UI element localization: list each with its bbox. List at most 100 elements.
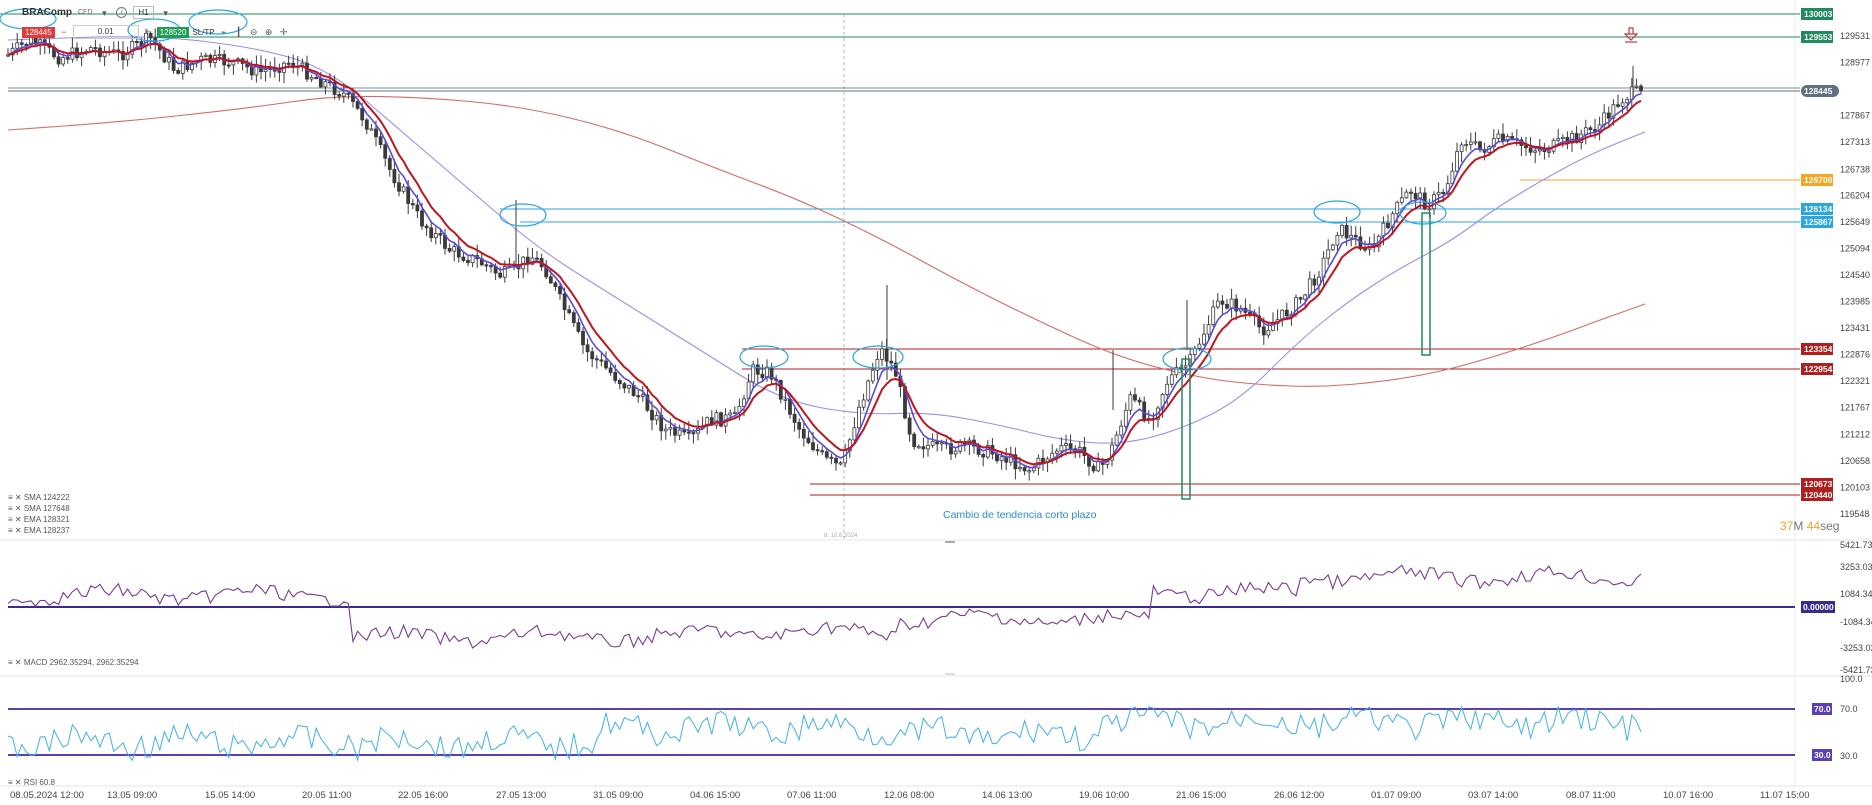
candle-body [1611,104,1616,119]
price-level-badge-label: 120673 [1804,479,1833,489]
candle-body [1510,136,1515,140]
candle-body [438,233,443,236]
candle-body [226,64,231,67]
candle-body [1363,248,1367,251]
candle-body [1634,85,1639,88]
candle-body [815,449,820,452]
legend-macd[interactable]: ≡ ✕ MACD 2962.35294, 2962.35294 [8,658,139,667]
candle-body [263,69,268,73]
candle-body [645,394,650,411]
candle-body [1031,467,1036,472]
candle-body [995,453,999,462]
macd-tick-label: -1084.34 [1840,617,1872,627]
price-level-badge [1801,489,1833,501]
candle-timer: 37M 44seg [1780,519,1839,533]
price-tick-label: 120658 [1840,456,1870,466]
candle-body [397,182,401,192]
candle-body [1312,278,1317,286]
rsi-upper-badge [1812,703,1832,715]
candle-body [599,359,604,362]
green-rectangles [1181,212,1431,500]
macd-line [7,564,1642,649]
chevron-down-icon[interactable]: ▾ [163,7,168,18]
crosshair-icon[interactable]: ✛ [279,27,288,37]
candle-body [857,406,861,429]
time-tick-label: 21.06 15:00 [1176,790,1226,801]
candle-body [829,456,834,459]
timeframe-select[interactable]: H1 [133,6,154,19]
candle-body [56,56,61,65]
candle-body [953,450,958,455]
candle-body [489,265,493,268]
trend-annotation-text: Cambio de tendencia corto plazo [943,509,1097,521]
candle-body [912,433,917,448]
time-tick-label: 27.05 13:00 [496,790,546,801]
legend-ema-1[interactable]: ≡ ✕ EMA 128321 [8,515,70,524]
candle-body [668,427,673,430]
candle-body [190,62,194,71]
legend-sma-1[interactable]: ≡ ✕ SMA 124222 [8,493,70,502]
candle-body [1606,112,1611,119]
candle-body [1616,104,1620,107]
candle-body [792,413,797,423]
rsi-upper-badge-label: 70.0 [1814,704,1831,714]
candle-body [1413,192,1418,200]
buy-button[interactable]: 128520 [156,26,190,38]
candle-body [1468,141,1473,145]
candle-body [387,157,392,170]
candle-body [337,94,342,97]
price-level-badge-label: 125867 [1804,217,1833,227]
symbol-name[interactable]: BRAComp [22,7,72,18]
chevron-down-icon[interactable]: ▾ [102,7,107,18]
zoom-in-icon[interactable]: ⊕ [264,27,273,37]
time-tick-label: 14.06 13:00 [982,790,1032,801]
candle-body [1266,329,1271,336]
candle-body [148,32,153,39]
candle-body [548,276,553,284]
candle-body [852,427,857,441]
legend-ema-2[interactable]: ≡ ✕ EMA 128237 [8,526,70,535]
candles-icon[interactable]: ┃ [235,27,242,37]
candle-body [585,344,590,353]
candle-body [309,77,314,80]
lot-decrease-button[interactable]: − [61,27,67,37]
candles [6,28,1643,481]
candle-body [332,81,337,95]
time-tick-label: 12.06 08:00 [884,790,934,801]
candle-body [1137,399,1142,403]
price-level-badge-label: 129553 [1804,32,1833,42]
line-chart-icon[interactable]: ⌁ [220,27,227,37]
zoom-out-icon[interactable]: ⊖ [249,27,258,37]
candle-body [935,441,940,445]
sell-button[interactable]: 128445 [22,26,55,38]
candle-body [880,348,884,360]
lot-increase-button[interactable]: + [145,27,151,37]
candle-body [452,246,457,252]
candle-body [1381,222,1386,237]
candle-body [1583,127,1588,135]
candle-body [654,415,659,421]
candle-body [691,432,696,435]
candle-body [1330,244,1335,251]
info-icon[interactable]: i [116,7,128,18]
sltp-button[interactable]: SL/TP [192,27,215,37]
candle-body [167,57,171,63]
price-tick-label: 128977 [1840,58,1870,68]
candle-body [1303,294,1308,300]
candle-body [939,442,944,445]
candle-body [1064,443,1068,446]
legend-sma-2[interactable]: ≡ ✕ SMA 127648 [8,504,70,513]
legend-rsi[interactable]: ≡ ✕ RSI 60.8 [8,778,55,787]
candle-body [1340,224,1344,236]
price-level-badge-label: 126700 [1804,175,1833,185]
candle-body [1459,144,1464,153]
rsi-lower-badge [1812,749,1832,761]
time-tick-label: 07.06 11:00 [787,790,836,801]
candle-body [1096,461,1101,472]
candle-body [1399,197,1404,203]
candle-body [926,444,930,450]
candle-body [429,227,434,239]
lot-size-input[interactable]: 0.01 [72,25,139,39]
candle-body [1505,136,1510,142]
